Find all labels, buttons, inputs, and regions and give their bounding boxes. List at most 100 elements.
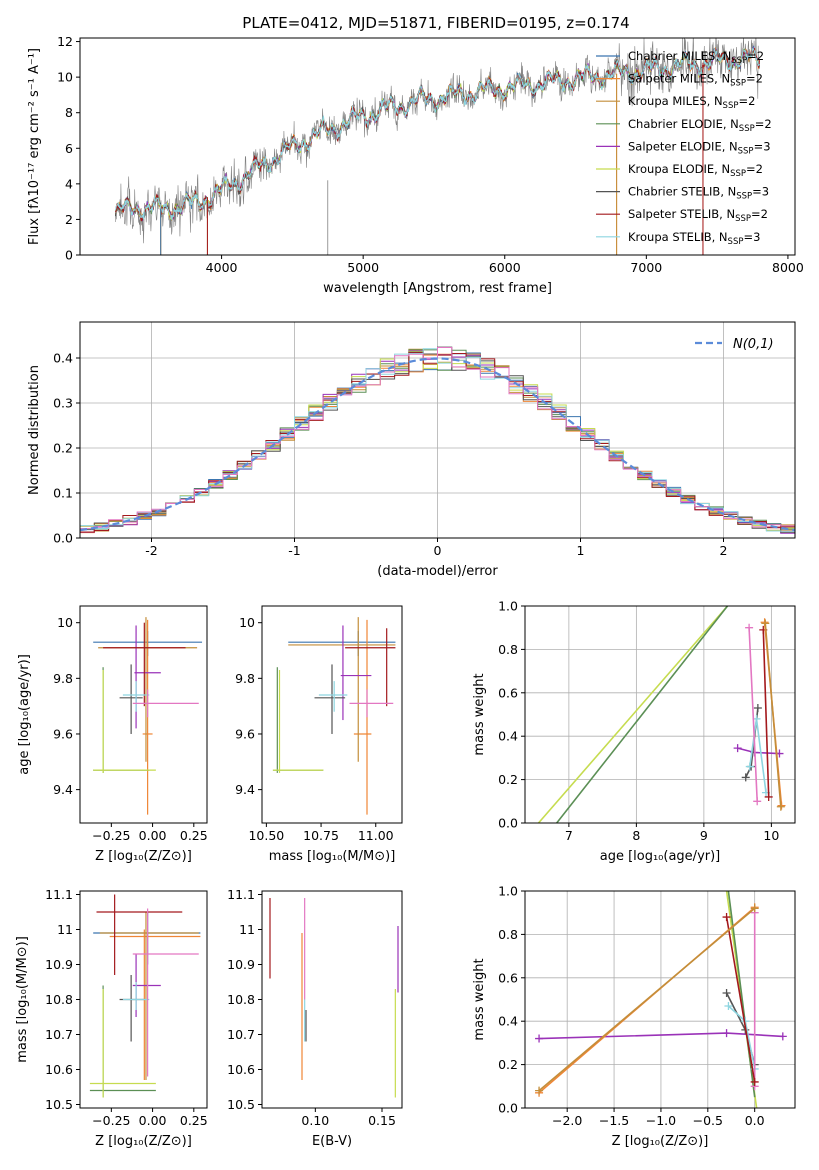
series-line <box>538 907 756 1092</box>
legend-label-text: Chabrier STELIB, N <box>628 185 736 199</box>
legend-label-suffix: =2 <box>751 207 768 221</box>
series-marker <box>750 1077 759 1086</box>
axes-frame <box>261 605 403 824</box>
x-axis-label: Z [log₁₀(Z/Z⊙)] <box>95 849 192 864</box>
plot-area <box>269 898 399 1098</box>
series-marker <box>733 744 742 753</box>
plot-area <box>114 38 761 255</box>
x-axis-label: wavelength [Angstrom, rest frame] <box>323 281 552 296</box>
x-tick-label: −1.0 <box>646 1113 676 1128</box>
y-tick-label: 11.1 <box>45 887 73 902</box>
y-tick-label: 0.0 <box>498 1101 518 1116</box>
y-tick-label: 10.5 <box>227 1097 255 1112</box>
legend-label-sub: SSP <box>736 192 752 202</box>
panel-spectrum: 4000 5000 6000 7000 8000 0 2 4 6 8 10 12 wavelength … <box>27 34 804 296</box>
x-tick-label: 5000 <box>347 260 379 275</box>
y-tick-label: 9.4 <box>235 782 255 797</box>
x-tick-label: 8 <box>632 828 640 843</box>
series-marker <box>722 1029 731 1038</box>
x-tick-label: 9 <box>700 828 708 843</box>
x-axis-label: Z [log₁₀(Z/Z⊙)] <box>95 1134 192 1149</box>
y-tick-label: 10.9 <box>45 957 73 972</box>
model-line <box>114 47 760 221</box>
plot-area <box>272 617 396 815</box>
axes-frame <box>524 605 796 824</box>
y-tick-label: 10.6 <box>227 1062 255 1077</box>
x-tick-label: −1.5 <box>599 1113 629 1128</box>
legend-label-sub: SSP <box>723 101 739 111</box>
x-tick-label: 1 <box>577 543 585 558</box>
legend-label-suffix: =2 <box>738 94 755 108</box>
y-tick-label: 9.4 <box>53 782 73 797</box>
legend-label: Chabrier STELIB, NSSP=3 <box>628 185 769 202</box>
legend: N(0,1) <box>695 337 774 352</box>
legend-label-suffix: =2 <box>755 117 772 131</box>
y-tick-label: 0.2 <box>498 772 518 787</box>
y-tick-label: 9.6 <box>53 726 73 741</box>
y-tick-label: 10 <box>57 615 73 630</box>
legend-label: Salpeter STELIB, NSSP=2 <box>628 207 768 224</box>
series-line <box>725 916 756 1083</box>
plot-area <box>535 891 787 1108</box>
y-axis-label: age [log₁₀(age/yr)] <box>17 654 32 775</box>
series-marker <box>750 904 759 913</box>
x-tick-label: 0.00 <box>139 1113 167 1128</box>
y-tick-label: 10.8 <box>227 992 255 1007</box>
axes-frame <box>79 37 796 256</box>
panel-age_vs_mass: 10.50 10.75 11.00 9.4 9.6 9.8 10 mass [log₁₀(M/… <box>235 605 403 864</box>
legend-label-sub: SSP <box>735 214 751 224</box>
x-tick-label: 2 <box>720 543 728 558</box>
series-marker <box>753 797 762 806</box>
legend-label-sub: SSP <box>738 146 754 156</box>
y-axis-label: mass [log₁₀(M/M⊙)] <box>15 936 30 1063</box>
legend-label-text: Kroupa MILES, N <box>628 94 723 108</box>
legend-label-sub: SSP <box>739 124 755 134</box>
panel-residuals: -2 -1 0 1 2 0.0 0.1 0.2 0.3 0.4 (data-model)/error… <box>27 321 796 579</box>
x-tick-label: 10.75 <box>303 828 339 843</box>
x-tick-label: 0.00 <box>139 828 167 843</box>
x-tick-label: -1 <box>288 543 300 558</box>
x-tick-label: 0.0 <box>745 1113 765 1128</box>
panel-mass_vs_EBV: 0.10 0.15 10.5 10.6 10.7 10.8 10.9 11 11.1 E(B-V) <box>227 887 403 1149</box>
y-tick-label: 8 <box>65 105 73 120</box>
y-tick-label: 10.7 <box>45 1027 73 1042</box>
x-tick-label: 10 <box>763 828 779 843</box>
y-axis-label: Flux [fλ10⁻¹⁷ erg cm⁻² s⁻¹ A⁻¹] <box>27 48 42 245</box>
legend-label: Kroupa ELODIE, NSSP=2 <box>628 162 763 179</box>
x-tick-label: 0 <box>434 543 442 558</box>
legend-label-text: Salpeter ELODIE, N <box>628 139 738 153</box>
y-tick-label: 10.8 <box>45 992 73 1007</box>
y-tick-label: 0.8 <box>498 642 518 657</box>
plot-area <box>93 617 203 815</box>
series-marker <box>776 802 785 811</box>
legend-label: Kroupa MILES, NSSP=2 <box>628 94 755 111</box>
histogram-step <box>80 347 795 530</box>
legend-label-suffix: =2 <box>747 49 764 63</box>
y-tick-label: 1.0 <box>498 599 518 614</box>
legend-label-text: Salpeter STELIB, N <box>628 207 735 221</box>
legend-label-sub: SSP <box>728 237 744 247</box>
series-marker <box>722 913 731 922</box>
legend-label: Salpeter MILES, NSSP=2 <box>628 72 763 89</box>
y-tick-label: 0.8 <box>498 927 518 942</box>
x-axis-label: (data-model)/error <box>377 564 498 579</box>
series-marker <box>724 1002 733 1011</box>
axes-frame <box>79 890 208 1109</box>
legend-label: Salpeter ELODIE, NSSP=3 <box>628 139 771 156</box>
legend-label-suffix: =3 <box>743 230 760 244</box>
y-tick-label: 4 <box>65 176 73 191</box>
normal-curve <box>80 357 795 532</box>
x-tick-label: −0.5 <box>693 1113 723 1128</box>
y-tick-label: 6 <box>65 141 73 156</box>
y-tick-label: 0.0 <box>53 531 73 546</box>
plot-area <box>537 606 786 823</box>
y-axis-label: mass weight <box>472 673 487 755</box>
x-tick-label: 4000 <box>206 260 238 275</box>
y-tick-label: 0.4 <box>498 729 518 744</box>
x-axis-label: Z [log₁₀(Z/Z⊙)] <box>612 1134 709 1149</box>
chart-title: PLATE=0412, MJD=51871, FIBERID=0195, z=0… <box>242 14 629 32</box>
series-line <box>556 606 729 823</box>
legend-label-text: Salpeter MILES, N <box>628 72 730 86</box>
y-tick-label: 9.6 <box>235 726 255 741</box>
legend-label-sub: SSP <box>730 169 746 179</box>
